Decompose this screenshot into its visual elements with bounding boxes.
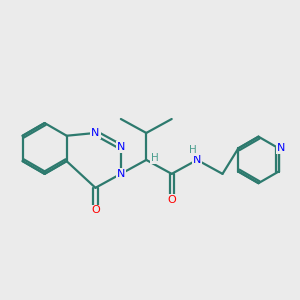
Text: N: N: [117, 169, 125, 179]
Text: H: H: [151, 153, 159, 164]
Text: H: H: [189, 145, 196, 155]
Text: N: N: [91, 128, 100, 138]
Text: O: O: [91, 206, 100, 215]
Text: N: N: [117, 142, 125, 152]
Text: O: O: [167, 195, 176, 205]
Text: N: N: [193, 155, 201, 165]
Text: N: N: [277, 143, 285, 153]
